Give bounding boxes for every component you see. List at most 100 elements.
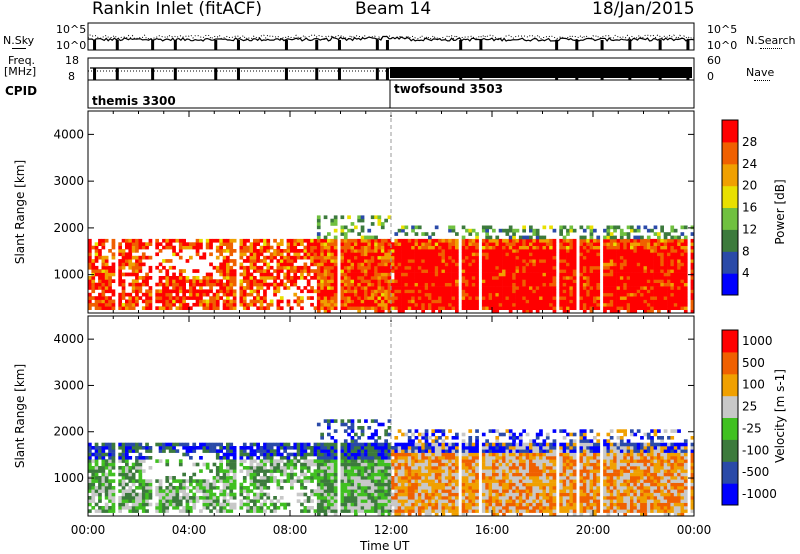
heatmap-cell xyxy=(596,252,601,257)
heatmap-cell xyxy=(313,276,318,280)
heatmap-cell xyxy=(155,509,159,513)
heatmap-cell xyxy=(428,302,432,307)
heatmap-cell xyxy=(118,282,122,287)
heatmap-cell xyxy=(367,426,372,430)
heatmap-cell xyxy=(569,289,574,294)
heatmap-cell xyxy=(320,292,324,297)
heatmap-cell xyxy=(518,252,523,257)
heatmap-cell xyxy=(367,499,372,503)
heatmap-cell xyxy=(279,496,284,500)
heatmap-cell xyxy=(88,482,92,487)
heatmap-cell xyxy=(512,269,516,273)
heatmap-cell xyxy=(471,306,476,310)
heatmap-cell xyxy=(646,292,651,297)
heatmap-cell xyxy=(364,496,368,500)
heatmap-cell xyxy=(313,489,318,493)
heatmap-cell xyxy=(502,282,506,287)
heatmap-cell xyxy=(286,279,291,283)
heatmap-cell xyxy=(481,262,486,267)
heatmap-cell xyxy=(444,306,449,310)
heatmap-cell xyxy=(434,265,439,270)
heatmap-cell xyxy=(145,489,149,493)
heatmap-cell xyxy=(434,242,439,246)
heatmap-cell xyxy=(347,245,351,250)
heatmap-cell xyxy=(323,419,328,423)
heatmap-cell xyxy=(397,272,402,277)
heatmap-cell xyxy=(135,265,139,270)
heatmap-cell xyxy=(545,242,550,246)
heatmap-cell xyxy=(263,446,267,450)
heatmap-cell xyxy=(101,482,106,487)
heatmap-cell xyxy=(229,286,234,290)
heatmap-cell xyxy=(94,299,99,304)
heatmap-cell xyxy=(508,269,513,273)
heatmap-cell xyxy=(609,259,614,263)
heatmap-cell xyxy=(522,306,526,310)
heatmap-cell xyxy=(88,479,92,483)
heatmap-cell xyxy=(313,259,318,263)
heatmap-cell xyxy=(249,259,254,263)
heatmap-cell xyxy=(424,272,429,277)
heatmap-cell xyxy=(562,238,567,243)
heatmap-cell xyxy=(296,459,301,463)
heatmap-cell xyxy=(374,419,378,423)
heatmap-cell xyxy=(354,459,358,463)
heatmap-cell xyxy=(549,292,553,297)
heatmap-cell xyxy=(367,479,372,483)
heatmap-cell xyxy=(646,299,651,304)
heatmap-cell xyxy=(121,466,126,470)
heatmap-cell xyxy=(246,446,250,450)
heatmap-cell xyxy=(94,252,99,257)
heatmap-cell xyxy=(202,506,207,510)
heatmap-cell xyxy=(630,302,634,307)
heatmap-cell xyxy=(633,272,638,277)
heatmap-cell xyxy=(360,259,365,263)
heatmap-cell xyxy=(522,299,526,304)
heatmap-cell xyxy=(148,496,153,500)
heatmap-cell xyxy=(121,252,126,257)
heatmap-cell xyxy=(350,269,355,273)
heatmap-cell xyxy=(572,245,577,250)
heatmap-cell xyxy=(431,276,436,280)
heatmap-cell xyxy=(175,292,180,297)
heatmap-cell xyxy=(481,228,486,233)
heatmap-cell xyxy=(296,446,301,450)
heatmap-cell xyxy=(572,296,577,300)
heatmap-cell xyxy=(178,306,183,310)
heatmap-cell xyxy=(276,466,281,470)
heatmap-cell xyxy=(394,512,399,516)
heatmap-cell xyxy=(343,272,348,277)
heatmap-cell xyxy=(290,265,294,270)
heatmap-cell xyxy=(566,252,570,257)
y-tick-label: 4000 xyxy=(53,127,84,141)
heatmap-cell xyxy=(384,299,388,304)
heatmap-cell xyxy=(273,502,277,507)
heatmap-cell xyxy=(370,442,375,447)
heatmap-cell xyxy=(293,259,298,263)
heatmap-cell xyxy=(609,306,614,310)
heatmap-cell xyxy=(333,286,338,290)
heatmap-cell xyxy=(569,306,574,310)
heatmap-cell xyxy=(350,472,355,477)
heatmap-cell xyxy=(606,232,611,236)
heatmap-cell xyxy=(215,255,220,260)
heatmap-cell xyxy=(508,238,513,243)
heatmap-cell xyxy=(155,486,159,490)
heatmap-cell xyxy=(360,476,365,480)
heatmap-cell xyxy=(202,492,207,497)
heatmap-cell xyxy=(192,506,197,510)
heatmap-cell xyxy=(343,509,348,513)
heatmap-cell xyxy=(502,269,506,273)
heatmap-cell xyxy=(283,479,287,483)
heatmap-cell xyxy=(683,309,688,313)
heatmap-cell xyxy=(667,282,671,287)
heatmap-cell xyxy=(333,502,338,507)
heatmap-cell xyxy=(253,302,257,307)
heatmap-cell xyxy=(593,306,597,310)
heatmap-cell xyxy=(158,306,163,310)
heatmap-cell xyxy=(155,252,159,257)
heatmap-cell xyxy=(636,255,641,260)
heatmap-cell xyxy=(448,255,452,260)
heatmap-cell xyxy=(128,509,133,513)
heatmap-cell xyxy=(323,249,328,253)
